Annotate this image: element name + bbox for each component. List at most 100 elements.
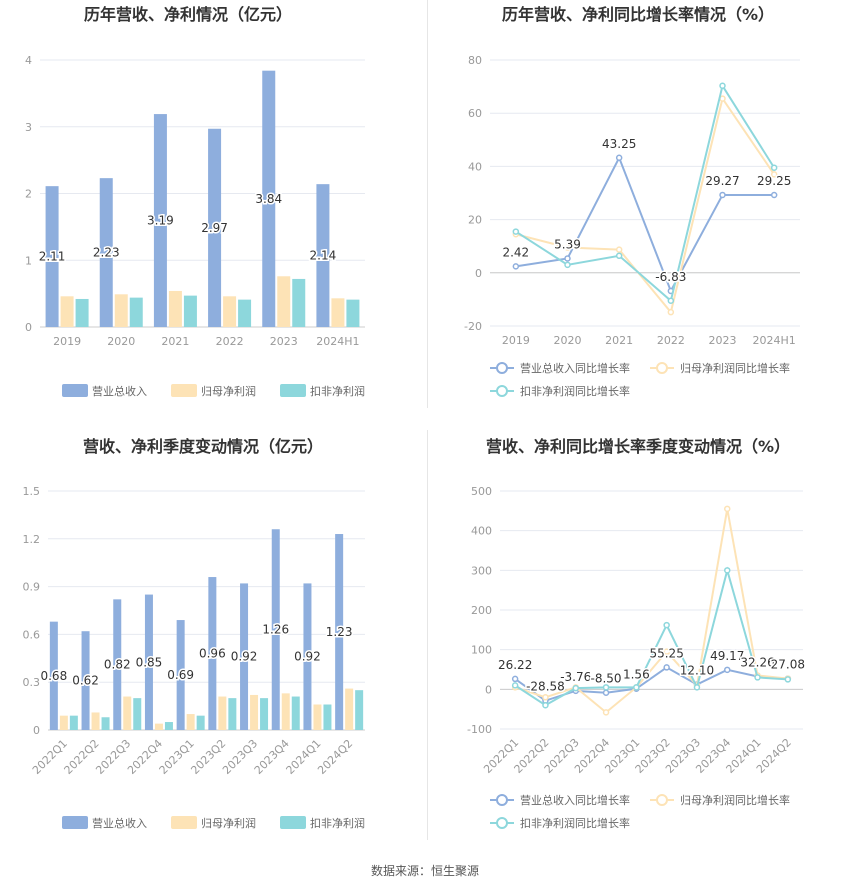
chart-title: 营收、净利同比增长率季度变动情况（%）: [486, 437, 790, 456]
point-2: [663, 648, 670, 655]
bar-2: [114, 294, 128, 327]
source-note: 数据来源：恒生聚源: [370, 864, 479, 878]
data-label: 0.92: [294, 650, 321, 664]
legend-marker: [496, 794, 508, 806]
point-1: [770, 191, 778, 199]
chart-title: 历年营收、净利情况（亿元）: [84, 5, 292, 24]
series-line-3: [514, 566, 788, 707]
bar-1: [316, 184, 330, 327]
point-3: [663, 621, 670, 629]
y-tick-label: 500: [471, 485, 492, 498]
point-2: [724, 505, 731, 513]
point-1: [719, 191, 726, 199]
data-label: 32.26: [740, 656, 774, 670]
chart-title: 历年营收、净利同比增长率情况（%）: [502, 5, 774, 24]
bar-1: [240, 583, 249, 730]
y-tick-label: 1.2: [23, 533, 41, 546]
legend-label: 营业总收入同比增长率: [520, 361, 630, 375]
series-line-2: [515, 96, 775, 315]
bar-1: [81, 631, 90, 730]
y-tick-label: 400: [471, 525, 492, 538]
legend-label: 营业总收入: [92, 816, 147, 830]
y-tick-label: 200: [471, 604, 492, 617]
data-label: -3.76: [560, 670, 591, 684]
point-3: [572, 684, 579, 692]
point-3: [511, 682, 519, 689]
bar-2: [91, 712, 100, 730]
bar-3: [75, 298, 89, 327]
data-label: 2.97: [201, 221, 228, 235]
point-2: [770, 171, 778, 178]
bar-3: [69, 715, 78, 730]
point-1: [512, 263, 520, 270]
point-3: [615, 252, 623, 260]
bar-3: [228, 698, 237, 730]
legend-swatch: [62, 816, 88, 829]
x-tick-label: 2020: [554, 334, 582, 347]
legend-swatch: [280, 384, 306, 397]
legend-label: 营业总收入: [92, 384, 147, 398]
legend-label: 扣非净利润同比增长率: [520, 384, 630, 398]
legend-swatch: [171, 384, 197, 397]
data-label: 0.82: [104, 658, 131, 672]
data-label: 0.96: [199, 647, 226, 661]
bar-2: [313, 704, 322, 730]
point-3: [754, 674, 761, 681]
point-3: [693, 684, 701, 691]
data-label: 0.69: [167, 668, 194, 682]
point-2: [615, 246, 623, 253]
chart-4: 营收、净利同比增长率季度变动情况（%） -100 0 100 200 300 400 500 2…: [467, 437, 806, 830]
data-label: 2.14: [310, 249, 337, 263]
legend-label: 营业总收入同比增长率: [520, 793, 630, 807]
y-tick-label: 0.3: [23, 676, 41, 689]
x-tick-label: 2022: [216, 335, 244, 348]
bar-1: [335, 534, 344, 730]
x-tick-label: 2023: [270, 335, 298, 348]
bar-3: [164, 722, 173, 730]
point-1: [511, 675, 519, 683]
point-3: [512, 228, 520, 235]
data-label: 1.23: [326, 625, 353, 639]
bar-2: [331, 298, 345, 327]
x-tick-label: 2024H1: [753, 334, 796, 347]
bar-3: [291, 696, 300, 730]
chart-2: 历年营收、净利同比增长率情况（%） -20 0 20 40 60 80 2019 2020 202…: [464, 5, 800, 398]
bar-2: [277, 276, 291, 327]
y-tick-label: 0: [485, 683, 492, 696]
bar-3: [355, 690, 364, 730]
data-label: 27.08: [771, 658, 805, 672]
bar-2: [218, 696, 227, 730]
series-line-2: [514, 508, 788, 714]
x-tick-label: 2024Q2: [315, 737, 355, 777]
y-tick-label: 40: [468, 160, 482, 173]
bar-1: [113, 599, 122, 730]
legend-marker: [496, 362, 508, 374]
x-tick-label: 2022: [657, 334, 685, 347]
data-label: 1.26: [262, 623, 289, 637]
bar-1: [45, 186, 59, 327]
chart-title: 营收、净利季度变动情况（亿元）: [83, 437, 323, 456]
bar-3: [323, 704, 332, 730]
data-label: -28.58: [526, 680, 565, 694]
data-label: 49.17: [710, 649, 744, 663]
x-tick-label: 2021: [161, 335, 189, 348]
data-label: 12.10: [680, 664, 714, 678]
legend-marker: [656, 362, 668, 374]
legend-label: 归母净利润: [201, 816, 256, 830]
y-tick-label: -20: [464, 320, 482, 333]
point-3: [719, 82, 726, 90]
x-tick-label: 2023: [709, 334, 737, 347]
bar-2: [281, 693, 290, 730]
bar-3: [238, 299, 252, 327]
vertical-divider-top: [427, 0, 428, 408]
data-label: 1.56: [623, 668, 650, 682]
data-label: 29.27: [705, 174, 739, 188]
y-tick-label: 1.5: [23, 485, 41, 498]
data-label: 2.11: [39, 250, 66, 264]
point-3: [602, 684, 610, 691]
y-tick-label: 0: [25, 321, 32, 334]
data-label: 3.84: [255, 192, 282, 206]
bar-3: [292, 278, 306, 327]
